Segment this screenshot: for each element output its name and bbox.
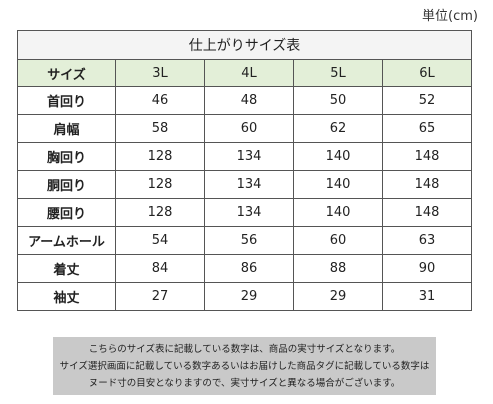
table-cell: 134 — [204, 170, 294, 199]
table-row: 着丈 84 86 88 90 — [17, 254, 472, 283]
table-header-row: サイズ 3L 4L 5L 6L — [17, 59, 472, 87]
table-cell: 148 — [382, 142, 472, 171]
table-cell: 88 — [293, 254, 383, 283]
table-cell: 62 — [293, 114, 383, 143]
row-label: アームホール — [17, 226, 116, 255]
table-row: 首回り 46 48 50 52 — [17, 86, 472, 115]
table-row: 肩幅 58 60 62 65 — [17, 114, 472, 143]
table-cell: 54 — [115, 226, 205, 255]
table-cell: 48 — [204, 86, 294, 115]
header-size-cell: 4L — [204, 59, 294, 87]
header-label-cell: サイズ — [17, 59, 116, 87]
size-table: 仕上がりサイズ表 サイズ 3L 4L 5L 6L 首回り 46 48 50 52… — [17, 30, 472, 311]
row-label: 袖丈 — [17, 282, 116, 311]
table-cell: 46 — [115, 86, 205, 115]
row-label: 着丈 — [17, 254, 116, 283]
size-note-box: こちらのサイズ表に記載している数字は、商品の実寸サイズとなります。 サイズ選択画… — [53, 337, 436, 395]
table-cell: 60 — [293, 226, 383, 255]
table-cell: 148 — [382, 170, 472, 199]
table-cell: 65 — [382, 114, 472, 143]
header-size-cell: 5L — [293, 59, 383, 87]
header-size-cell: 6L — [382, 59, 472, 87]
table-title-row: 仕上がりサイズ表 — [17, 30, 472, 60]
table-cell: 140 — [293, 142, 383, 171]
row-label: 胸回り — [17, 142, 116, 171]
unit-label: 単位(cm) — [422, 9, 478, 24]
table-cell: 50 — [293, 86, 383, 115]
table-row: アームホール 54 56 60 63 — [17, 226, 472, 255]
note-line: サイズ選択画面に記載している数字あるいはお届けした商品タグに記載している数字は — [59, 360, 430, 372]
table-cell: 140 — [293, 198, 383, 227]
table-row: 胸回り 128 134 140 148 — [17, 142, 472, 171]
table-cell: 84 — [115, 254, 205, 283]
table-cell: 63 — [382, 226, 472, 255]
table-cell: 134 — [204, 198, 294, 227]
table-cell: 128 — [115, 170, 205, 199]
table-cell: 27 — [115, 282, 205, 311]
table-cell: 52 — [382, 86, 472, 115]
table-cell: 31 — [382, 282, 472, 311]
table-row: 腰回り 128 134 140 148 — [17, 198, 472, 227]
row-label: 胴回り — [17, 170, 116, 199]
table-cell: 60 — [204, 114, 294, 143]
note-line: ヌード寸の目安となりますので、実寸サイズと異なる場合がございます。 — [88, 377, 401, 389]
table-cell: 128 — [115, 198, 205, 227]
table-cell: 134 — [204, 142, 294, 171]
table-cell: 148 — [382, 198, 472, 227]
row-label: 腰回り — [17, 198, 116, 227]
table-cell: 56 — [204, 226, 294, 255]
header-size-cell: 3L — [115, 59, 205, 87]
table-cell: 86 — [204, 254, 294, 283]
table-cell: 58 — [115, 114, 205, 143]
row-label: 肩幅 — [17, 114, 116, 143]
row-label: 首回り — [17, 86, 116, 115]
note-line: こちらのサイズ表に記載している数字は、商品の実寸サイズとなります。 — [88, 343, 401, 355]
table-cell: 29 — [293, 282, 383, 311]
table-cell: 90 — [382, 254, 472, 283]
table-title: 仕上がりサイズ表 — [17, 30, 472, 60]
table-cell: 128 — [115, 142, 205, 171]
table-row: 袖丈 27 29 29 31 — [17, 282, 472, 311]
table-cell: 140 — [293, 170, 383, 199]
table-cell: 29 — [204, 282, 294, 311]
table-row: 胴回り 128 134 140 148 — [17, 170, 472, 199]
